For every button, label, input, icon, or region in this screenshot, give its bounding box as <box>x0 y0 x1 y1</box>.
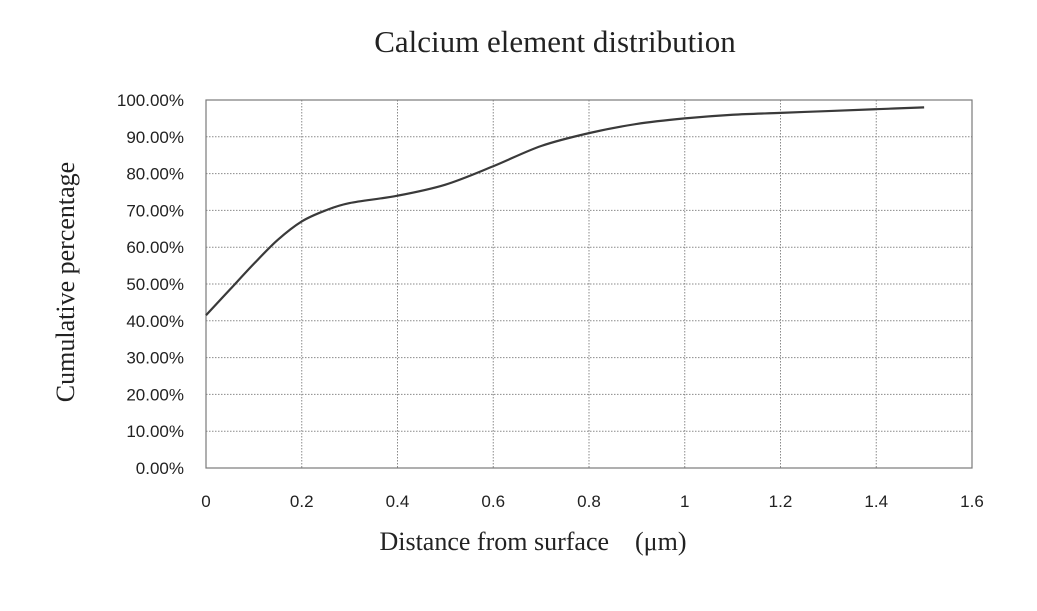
chart-title: Calcium element distribution <box>374 24 736 59</box>
y-tick-label: 60.00% <box>126 238 184 257</box>
y-tick-label: 70.00% <box>126 201 184 220</box>
y-axis-label: Cumulative percentage <box>51 162 80 402</box>
x-tick-label: 1 <box>680 492 689 511</box>
x-axis-label: Distance from surface (μm) <box>379 527 686 556</box>
x-tick-label: 0.4 <box>386 492 410 511</box>
x-tick-label: 1.2 <box>769 492 793 511</box>
y-axis-ticks: 0.00% 10.00% 20.00% 30.00% 40.00% 50.00% 60.00… <box>117 91 184 478</box>
x-tick-label: 0.2 <box>290 492 314 511</box>
x-tick-label: 1.6 <box>960 492 984 511</box>
y-tick-label: 0.00% <box>136 459 184 478</box>
x-tick-label: 0 <box>201 492 210 511</box>
y-tick-label: 40.00% <box>126 312 184 331</box>
x-tick-label: 0.8 <box>577 492 601 511</box>
y-tick-label: 20.00% <box>126 385 184 404</box>
x-tick-label: 1.4 <box>864 492 888 511</box>
y-tick-label: 50.00% <box>126 275 184 294</box>
y-tick-label: 100.00% <box>117 91 184 110</box>
y-tick-label: 10.00% <box>126 422 184 441</box>
series-layer <box>205 106 925 317</box>
series-line-0 <box>205 106 925 317</box>
y-tick-label: 30.00% <box>126 349 184 368</box>
grid <box>205 99 973 469</box>
plot-area <box>205 99 973 469</box>
x-tick-label: 0.6 <box>481 492 505 511</box>
x-axis-ticks: 0 0.2 0.4 0.6 0.8 1 1.2 1.4 1.6 <box>201 492 984 511</box>
y-tick-label: 80.00% <box>126 165 184 184</box>
y-tick-label: 90.00% <box>126 128 184 147</box>
